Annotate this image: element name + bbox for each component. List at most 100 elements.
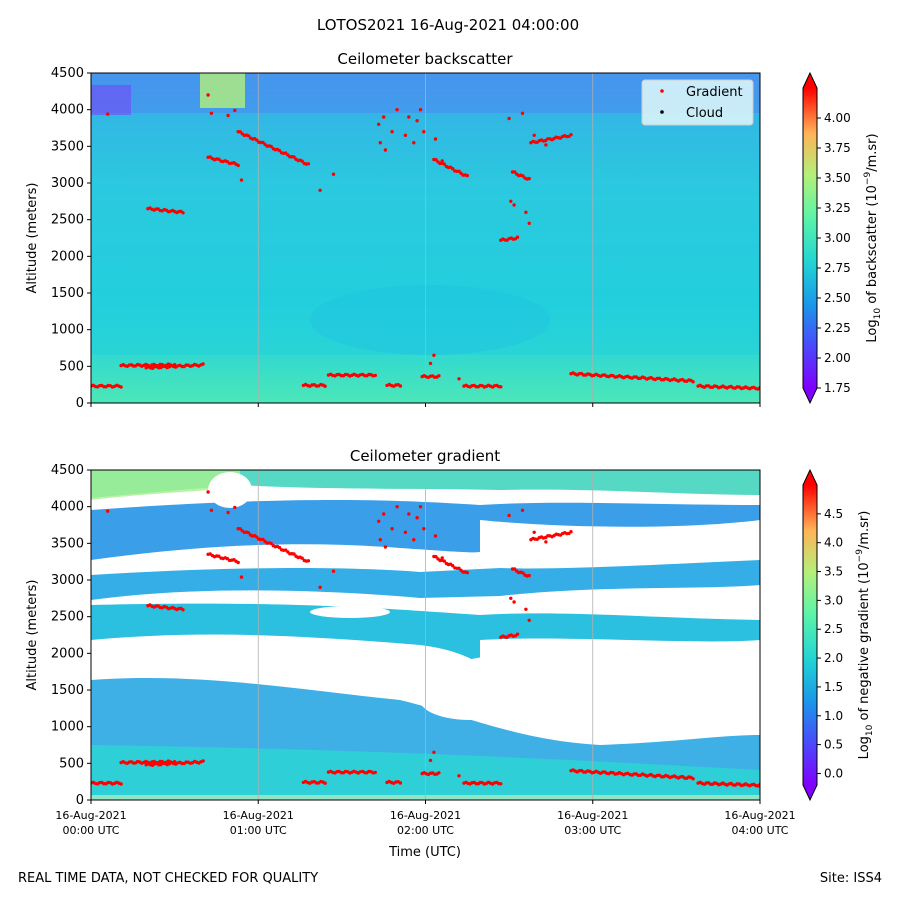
x-tick-label-date: 16-Aug-2021 — [55, 809, 126, 822]
gradient-point — [428, 361, 433, 366]
gradient-point — [318, 188, 322, 192]
colorbar-tick-label: 4.5 — [824, 507, 843, 521]
gradient-point — [201, 362, 205, 366]
gradient-point — [434, 555, 438, 559]
gradient-point — [239, 178, 244, 182]
x-tick-label-time: 04:00 UTC — [731, 824, 788, 837]
y-tick-label: 1000 — [51, 323, 84, 338]
gradient-point — [532, 133, 536, 137]
gradient-point — [407, 512, 411, 516]
colorbar-tick-label: 2.50 — [824, 291, 851, 305]
gradient-point — [512, 170, 517, 174]
x-tick-label-date: 16-Aug-2021 — [557, 809, 628, 822]
y-tick-label: 2000 — [51, 646, 84, 661]
gradient-point — [451, 167, 455, 171]
x-tick-label-date: 16-Aug-2021 — [390, 809, 461, 822]
gradient-point — [432, 750, 436, 754]
gradient-point — [434, 158, 438, 162]
gradient-point — [415, 119, 419, 123]
gradient-point — [277, 545, 282, 550]
gradient-point — [440, 556, 444, 560]
gradient-title: Ceilometer gradient — [350, 447, 500, 465]
gradient-point — [383, 148, 388, 152]
gradient-point — [437, 374, 441, 378]
colorbar-tick-label: 4.0 — [824, 536, 843, 550]
gradient-point — [246, 134, 251, 138]
gradient-point — [226, 113, 230, 118]
x-tick-label-time: 03:00 UTC — [564, 824, 621, 837]
colorbar-tick-label: 0.5 — [824, 738, 843, 752]
gradient-point — [532, 530, 536, 534]
colorbar-tick-label: 2.00 — [824, 351, 851, 365]
gradient-point — [569, 530, 573, 534]
gradient-point — [217, 554, 221, 558]
gradient-point — [433, 137, 438, 141]
colorbar-tick-label: 1.75 — [824, 381, 851, 395]
gradient-point — [119, 782, 123, 786]
gradient-point — [300, 159, 304, 163]
legend-gradient-marker — [660, 89, 664, 93]
gradient-point — [457, 377, 461, 381]
gradient-point — [691, 777, 695, 781]
colorbar-tick-label: 1.5 — [824, 680, 843, 694]
colorbar-tick-label: 3.00 — [824, 231, 851, 245]
gradient-point — [691, 380, 695, 384]
y-tick-label: 0 — [76, 793, 84, 808]
gradient-point — [233, 108, 237, 113]
gradient-point — [515, 632, 520, 636]
gradient-point — [226, 510, 230, 515]
gradient-point — [390, 527, 394, 531]
gradient-point — [323, 781, 327, 785]
y-tick-label: 3500 — [51, 536, 84, 551]
gradient-point — [432, 353, 436, 357]
y-tick-label: 4500 — [51, 66, 84, 81]
backscatter-colorbar-label: Log10 of backscatter (10−9/m.sr) — [863, 133, 883, 342]
gradient-point — [527, 573, 531, 578]
gradient-point — [407, 115, 411, 119]
gradient-point — [201, 759, 205, 763]
gradient-point — [318, 585, 322, 589]
backscatter-title: Ceilometer backscatter — [337, 50, 513, 68]
colorbar-tick-label: 2.25 — [824, 321, 851, 335]
gradient-point — [527, 176, 531, 181]
gradient-gridlines — [257, 470, 594, 800]
gradient-colorbar — [802, 468, 818, 802]
y-tick-label: 2000 — [51, 249, 84, 264]
gradient-point — [306, 559, 311, 563]
legend-cloud-marker — [660, 110, 664, 114]
gradient-point — [306, 162, 311, 166]
colorbar-tick-label: 3.25 — [824, 201, 851, 215]
gradient-point — [509, 596, 513, 600]
gradient-point — [377, 519, 381, 523]
gradient-point — [181, 211, 185, 215]
colorbar-tick-label: 4.00 — [824, 111, 851, 125]
gradient-point — [292, 155, 296, 159]
gradient-point — [415, 516, 419, 520]
gradient-point — [433, 534, 438, 538]
gradient-point — [507, 116, 511, 121]
gradient-point — [418, 108, 423, 112]
x-tick-label-time: 02:00 UTC — [397, 824, 454, 837]
colorbar-tick-label: 2.5 — [824, 622, 843, 636]
gradient-point — [465, 173, 469, 178]
backscatter-ylabel: Altitude (meters) — [25, 183, 40, 294]
y-tick-label: 4500 — [51, 463, 84, 478]
legend-cloud-label: Cloud — [686, 106, 723, 121]
y-tick-label: 3000 — [51, 573, 84, 588]
gradient-point — [521, 571, 525, 575]
figure-suptitle: LOTOS2021 16-Aug-2021 04:00:00 — [317, 16, 579, 34]
y-tick-label: 500 — [59, 756, 84, 771]
gradient-point — [382, 115, 386, 119]
colorbar-tick-label: 0.0 — [824, 766, 843, 780]
gradient-point — [382, 512, 386, 516]
y-tick-label: 500 — [59, 359, 84, 374]
gradient-point — [236, 163, 240, 168]
gradient-point — [515, 235, 520, 239]
gradient-point — [331, 569, 336, 573]
gradient-point — [442, 162, 446, 166]
gradient-point — [181, 608, 185, 612]
gradient-point — [209, 508, 214, 512]
gradient-point — [383, 545, 388, 549]
gradient-point — [412, 141, 416, 145]
gradient-point — [119, 385, 123, 389]
